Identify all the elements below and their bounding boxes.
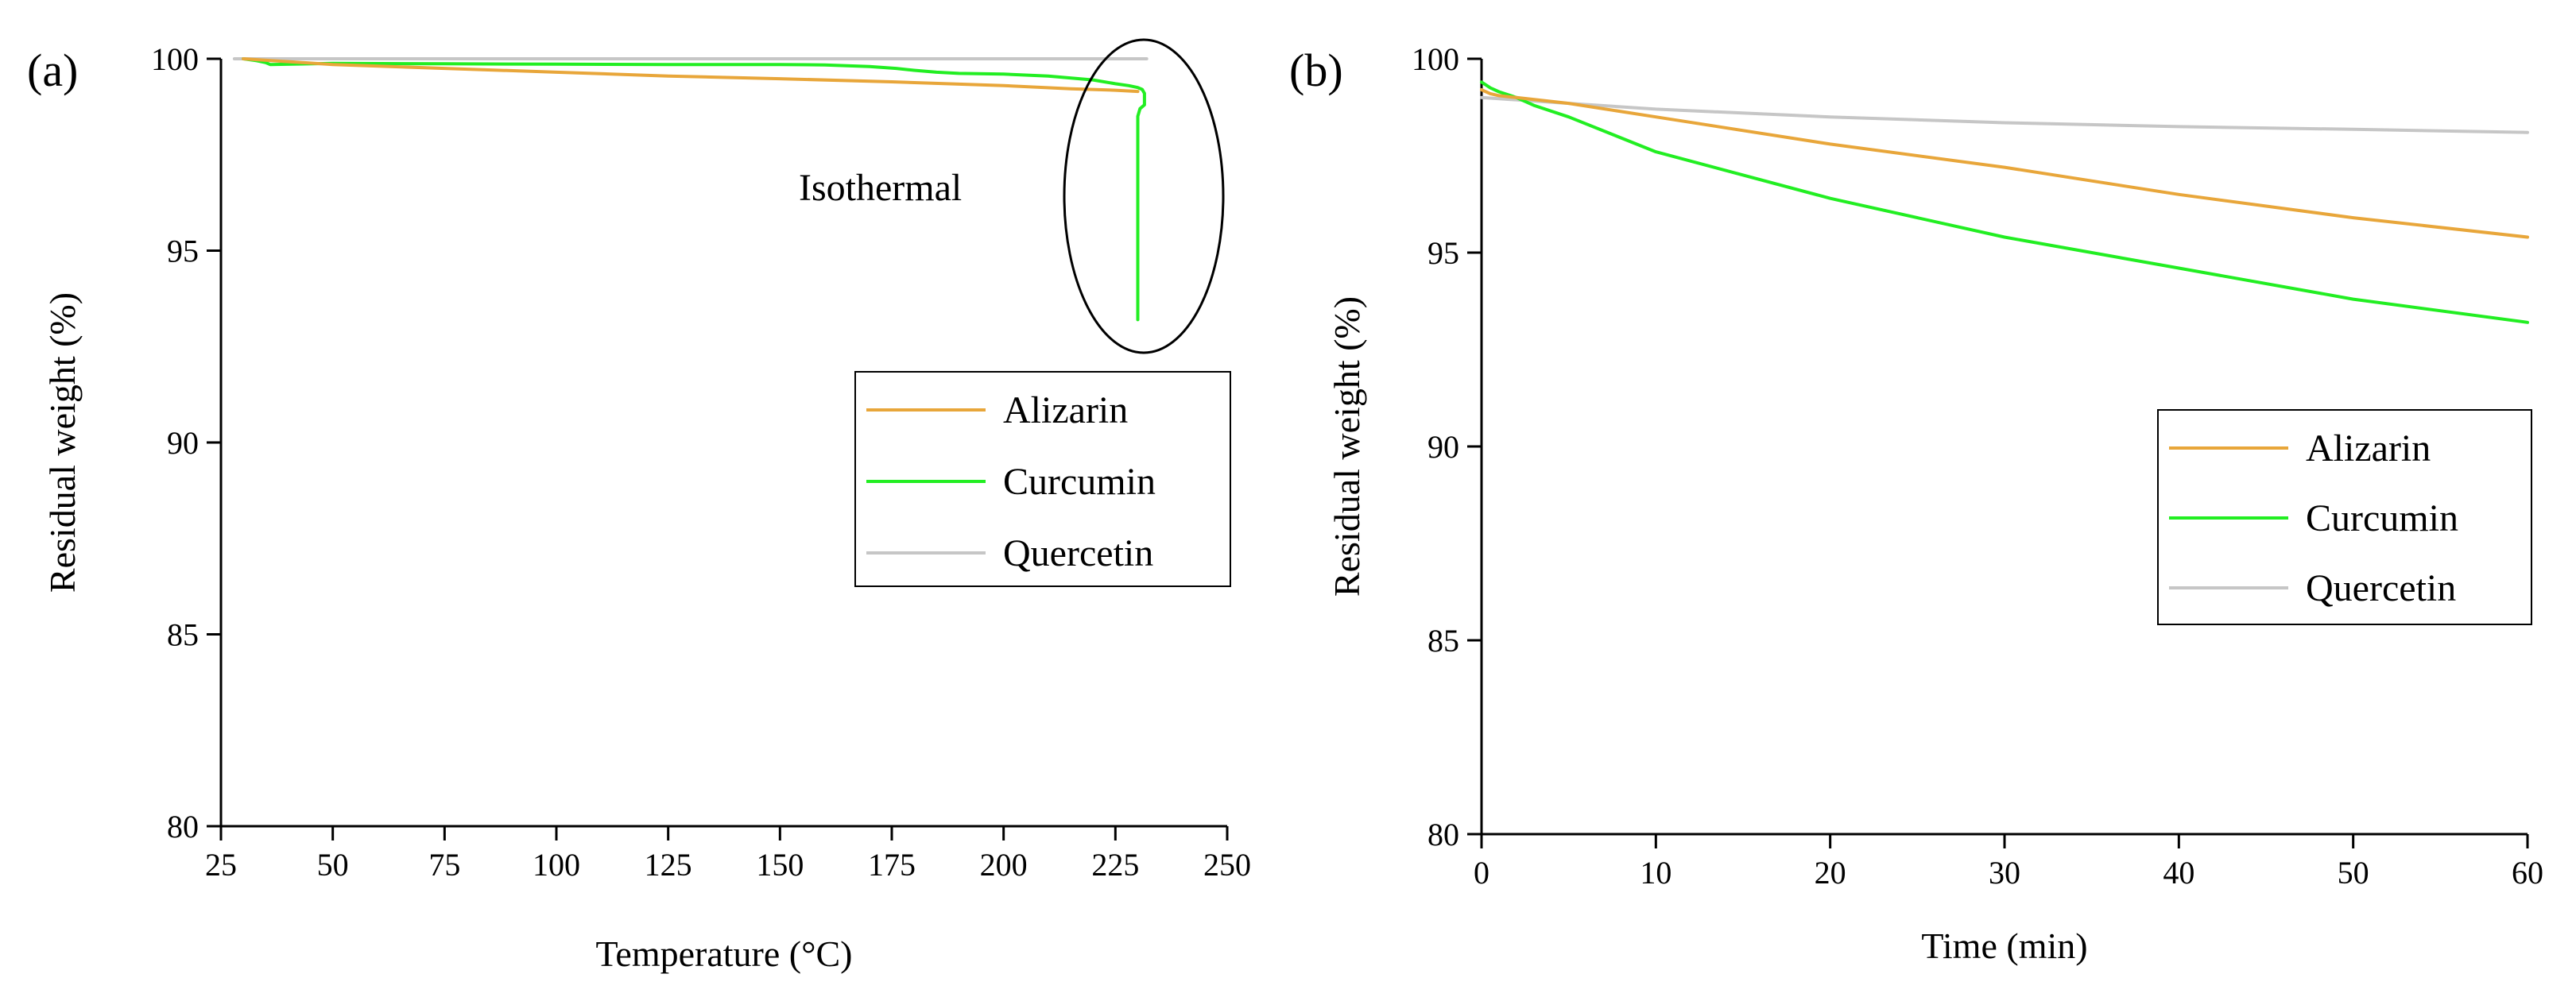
- series-line-curcumin: [1480, 80, 2529, 324]
- x-tick-label: 75: [428, 847, 460, 883]
- legend-label-curcumin: Curcumin: [1003, 461, 1156, 503]
- y-tick-label: 80: [1427, 817, 1459, 852]
- legend-box: [854, 371, 1231, 587]
- x-tick-label: 150: [756, 847, 804, 883]
- x-tick-label: 0: [1474, 855, 1489, 891]
- panel-b: 0 10 20 30 40 50 60 80 85 90 95 100 Time (min) Residu…: [1327, 41, 2543, 966]
- legend-label-alizarin: Alizarin: [2306, 427, 2431, 470]
- y-tick-label: 85: [167, 617, 199, 653]
- x-tick-label: 50: [2338, 855, 2369, 891]
- isothermal-ellipse: [1063, 38, 1225, 354]
- legend-label-alizarin: Alizarin: [1003, 389, 1128, 431]
- panel-a: 25 50 75 100 125 150 175 200 225 250 80 85 90 95 100 Te…: [42, 38, 1251, 974]
- y-tick-label: 100: [151, 41, 199, 77]
- y-tick-label: 95: [1427, 235, 1459, 271]
- x-axis-label: Temperature (°C): [596, 933, 853, 974]
- x-tick-label: 25: [205, 847, 237, 883]
- y-tick-label: 90: [1427, 429, 1459, 465]
- x-tick-label: 40: [2163, 855, 2194, 891]
- annotation-isothermal: Isothermal: [799, 167, 962, 209]
- x-tick-label: 200: [980, 847, 1028, 883]
- x-tick-label: 225: [1091, 847, 1139, 883]
- x-tick-label: 250: [1203, 847, 1251, 883]
- x-tick-label: 175: [868, 847, 916, 883]
- x-tick-label: 10: [1640, 855, 1671, 891]
- y-tick-label: 85: [1427, 623, 1459, 659]
- panel-a-label: (a): [27, 44, 78, 96]
- x-tick-label: 100: [533, 847, 580, 883]
- y-axis-label: Residual weight (%): [42, 292, 83, 593]
- legend-label-quercetin: Quercetin: [2306, 567, 2456, 609]
- x-tick-label: 50: [317, 847, 349, 883]
- y-tick-label: 95: [167, 234, 199, 269]
- y-tick-label: 100: [1412, 41, 1459, 77]
- x-tick-label: 30: [1989, 855, 2020, 891]
- x-tick-label: 20: [1815, 855, 1846, 891]
- x-tick-label: 60: [2512, 855, 2543, 891]
- x-tick-label: 125: [645, 847, 692, 883]
- legend-label-curcumin: Curcumin: [2306, 497, 2458, 539]
- y-tick-label: 90: [167, 425, 199, 461]
- legend-label-quercetin: Quercetin: [1003, 532, 1153, 574]
- series-line-curcumin: [242, 57, 1146, 322]
- y-axis-label: Residual weight (%): [1327, 296, 1367, 597]
- series-line-alizarin: [1480, 88, 2529, 239]
- x-axis-label: Time (min): [1921, 926, 2087, 966]
- y-tick-label: 80: [167, 809, 199, 844]
- panel-b-label: (b): [1289, 44, 1343, 96]
